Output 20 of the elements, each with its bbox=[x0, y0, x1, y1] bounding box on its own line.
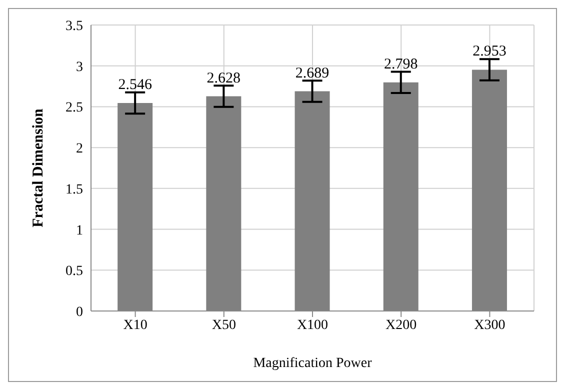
x-axis-title: Magnification Power bbox=[253, 356, 372, 371]
x-tick-label: X200 bbox=[386, 318, 417, 333]
data-label: 2.628 bbox=[206, 70, 241, 86]
data-label: 2.689 bbox=[295, 65, 330, 82]
data-label: 2.953 bbox=[472, 44, 506, 60]
y-tick-label: 2.5 bbox=[66, 100, 83, 116]
y-tick-label: 1 bbox=[76, 223, 83, 238]
data-label: 2.546 bbox=[118, 76, 152, 93]
y-tick-label: 3 bbox=[76, 60, 83, 75]
y-tick-label: 1.5 bbox=[66, 182, 83, 198]
x-tick-label: X10 bbox=[123, 318, 148, 333]
y-axis-title: Fractal Dimension bbox=[30, 108, 46, 228]
y-tick-label: 0 bbox=[76, 304, 83, 320]
x-tick-label: X50 bbox=[212, 318, 236, 333]
x-tick-label: X100 bbox=[296, 318, 328, 333]
y-tick-label: 0.5 bbox=[66, 264, 83, 280]
x-tick-label: X300 bbox=[474, 318, 506, 333]
y-tick-label: 3.5 bbox=[66, 18, 83, 34]
y-tick-label: 2 bbox=[76, 142, 83, 157]
data-label: 2.798 bbox=[384, 56, 418, 72]
